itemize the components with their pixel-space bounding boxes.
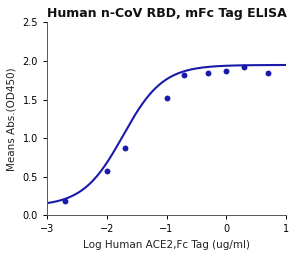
Point — [122, 146, 127, 150]
Point — [63, 199, 67, 203]
Point — [224, 69, 229, 73]
Y-axis label: Means Abs.(OD450): Means Abs.(OD450) — [7, 67, 17, 171]
Point — [104, 169, 109, 173]
Point — [266, 71, 270, 76]
X-axis label: Log Human ACE2,Fc Tag (ug/ml): Log Human ACE2,Fc Tag (ug/ml) — [83, 240, 250, 250]
Point — [206, 71, 211, 75]
Point — [242, 65, 247, 69]
Point — [164, 96, 169, 100]
Point — [182, 73, 187, 77]
Title: Human n-CoV RBD, mFc Tag ELISA: Human n-CoV RBD, mFc Tag ELISA — [47, 7, 287, 20]
